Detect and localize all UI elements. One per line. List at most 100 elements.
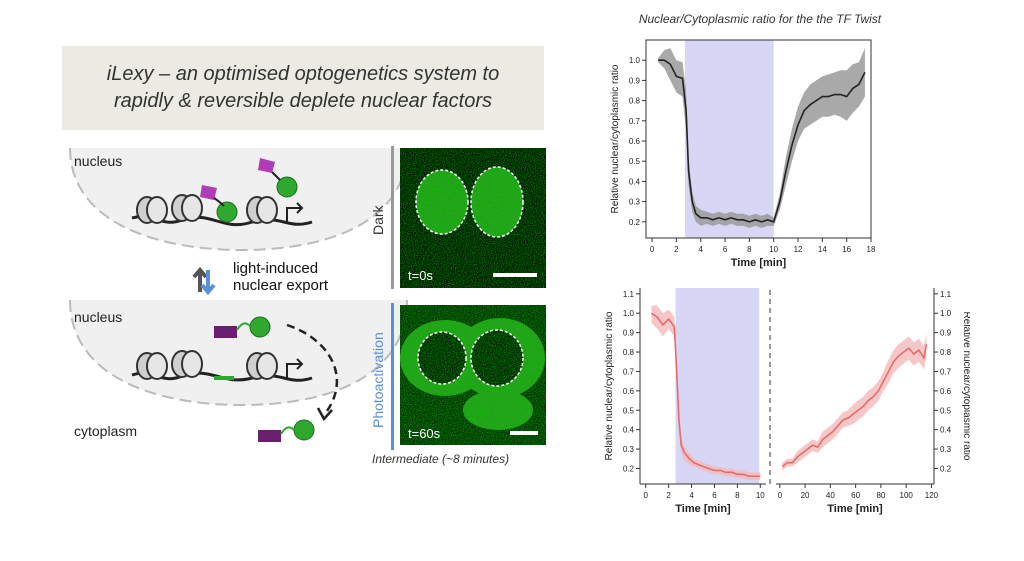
y-tick-label: 0.3 bbox=[940, 445, 952, 454]
reversible-arrows-icon bbox=[192, 266, 216, 296]
nucleus-label-top: nucleus bbox=[74, 153, 122, 169]
nucleosome-icon bbox=[246, 196, 278, 224]
y-tick-label: 0.4 bbox=[629, 177, 641, 186]
x-tick-label: 6 bbox=[723, 245, 728, 254]
nucleus-label-bottom: nucleus bbox=[74, 309, 122, 325]
x-tick-label: 80 bbox=[876, 491, 885, 500]
promoter-arrow-icon bbox=[286, 358, 304, 378]
y-tick-label: 0.6 bbox=[623, 387, 635, 396]
y-tick-label: 0.6 bbox=[629, 137, 641, 146]
ilexy-tag-icon bbox=[258, 158, 275, 173]
x-tick-label: 120 bbox=[925, 491, 939, 500]
micrograph-caption: Intermediate (~8 minutes) bbox=[372, 452, 510, 466]
x-tick-label: 0 bbox=[650, 245, 655, 254]
illumination-window bbox=[684, 40, 774, 238]
ilexy-tag-icon bbox=[214, 326, 237, 338]
scale-bar bbox=[510, 431, 538, 435]
x-tick-label: 40 bbox=[826, 491, 835, 500]
y-tick-label: 0.3 bbox=[629, 198, 641, 207]
series-line bbox=[658, 59, 866, 223]
x-axis-label: Time [min] bbox=[675, 503, 731, 515]
y-tick-label: 0.8 bbox=[623, 348, 635, 357]
photoactivation-bar bbox=[391, 303, 394, 450]
title-banner: iLexy – an optimised optogenetics system… bbox=[62, 46, 544, 130]
photoactivation-label: Photoactivation bbox=[370, 332, 386, 428]
x-tick-label: 4 bbox=[689, 491, 694, 500]
nucleosome-icon bbox=[171, 194, 203, 222]
x-tick-label: 0 bbox=[778, 491, 783, 500]
y-tick-label: 0.7 bbox=[623, 367, 635, 376]
y-tick-label: 0.7 bbox=[629, 117, 641, 126]
tf-protein-icon bbox=[249, 316, 271, 338]
x-tick-label: 100 bbox=[900, 491, 914, 500]
export-arrowhead bbox=[316, 407, 333, 422]
dark-condition-bar bbox=[391, 146, 394, 289]
y-tick-label: 0.3 bbox=[623, 445, 635, 454]
y-tick-label: 0.5 bbox=[940, 406, 952, 415]
tf-protein-icon bbox=[276, 176, 298, 198]
x-axis-label: Time [min] bbox=[731, 257, 787, 269]
x-tick-label: 14 bbox=[818, 245, 827, 254]
linker-line bbox=[271, 171, 281, 181]
optogenetics-diagram: light-induced nuclear export nucleus nuc… bbox=[69, 147, 408, 442]
nucleosome-icon bbox=[246, 352, 278, 380]
dark-label: Dark bbox=[370, 204, 386, 235]
y-tick-label: 0.9 bbox=[623, 329, 635, 338]
nucleosome-icon bbox=[136, 352, 168, 380]
y-axis-label: Relative nuclear/cytoplasmic ratio bbox=[610, 64, 621, 213]
banner-line-2: rapidly & reversible deplete nuclear fac… bbox=[114, 90, 492, 112]
nucleus-dome-top bbox=[69, 147, 408, 252]
linker-line bbox=[213, 197, 225, 207]
micrograph-dark: t=0s bbox=[400, 148, 546, 288]
x-tick-label: 18 bbox=[867, 245, 876, 254]
x-axis-label: Time [min] bbox=[827, 503, 883, 515]
x-tick-label: 2 bbox=[674, 245, 679, 254]
series-line bbox=[781, 344, 928, 468]
y-tick-label: 0.9 bbox=[629, 76, 641, 85]
arrow-label-line-1: light-induced bbox=[233, 260, 318, 277]
nucleosome-icon bbox=[171, 350, 203, 378]
y-tick-label: 0.2 bbox=[629, 218, 641, 227]
illumination-window bbox=[675, 288, 760, 484]
x-tick-label: 8 bbox=[735, 491, 740, 500]
y-tick-label: 1.0 bbox=[629, 56, 641, 65]
y-tick-label: 0.2 bbox=[940, 464, 952, 473]
x-tick-label: 10 bbox=[769, 245, 778, 254]
x-tick-label: 2 bbox=[666, 491, 671, 500]
x-tick-label: 12 bbox=[794, 245, 803, 254]
scale-bar bbox=[493, 273, 537, 277]
x-tick-label: 16 bbox=[842, 245, 851, 254]
y-tick-label: 0.4 bbox=[940, 426, 952, 435]
x-tick-label: 6 bbox=[712, 491, 717, 500]
micrograph-panel: Dark Photoactivation t=0s t=60s bbox=[370, 146, 546, 450]
banner-title: iLexy – an optimised optogenetics system… bbox=[107, 61, 499, 115]
ilexy-tag-icon bbox=[258, 430, 281, 442]
x-tick-label: 0 bbox=[644, 491, 649, 500]
y-tick-label: 0.8 bbox=[629, 97, 641, 106]
y-tick-label: 1.1 bbox=[940, 290, 952, 299]
tf-protein-icon bbox=[293, 419, 315, 441]
plot-frame bbox=[645, 39, 872, 239]
ilexy-tag-icon bbox=[200, 185, 217, 200]
x-tick-label: 10 bbox=[756, 491, 765, 500]
y-tick-label: 1.1 bbox=[623, 290, 635, 299]
y-tick-label: 0.7 bbox=[940, 367, 952, 376]
arrow-label-line-2: nuclear export bbox=[233, 277, 329, 294]
x-tick-label: 8 bbox=[747, 245, 752, 254]
cytoplasm-label: cytoplasm bbox=[74, 423, 137, 439]
timestamp-bottom: t=60s bbox=[408, 426, 441, 441]
y-tick-label: 1.0 bbox=[940, 309, 952, 318]
linker-line bbox=[236, 322, 251, 331]
x-tick-label: 20 bbox=[801, 491, 810, 500]
y-tick-label: 0.5 bbox=[623, 406, 635, 415]
x-tick-label: 60 bbox=[851, 491, 860, 500]
error-band bbox=[782, 332, 927, 471]
error-band bbox=[658, 48, 865, 228]
y-axis-label: Relative nuclear/cytoplasmic ratio bbox=[604, 311, 615, 460]
y-tick-label: 0.2 bbox=[623, 464, 635, 473]
chart-bottom-right: 0 20 40 60 80 100 120 0.2 0.3 0.4 0.5 0.6 0.7 0.8 0.9 1… bbox=[776, 288, 970, 515]
banner-line-1: iLexy – an optimised optogenetics system… bbox=[106, 63, 500, 85]
y-tick-label: 0.9 bbox=[940, 329, 952, 338]
export-arrow-icon bbox=[286, 323, 339, 416]
y-tick-label: 0.8 bbox=[940, 348, 952, 357]
